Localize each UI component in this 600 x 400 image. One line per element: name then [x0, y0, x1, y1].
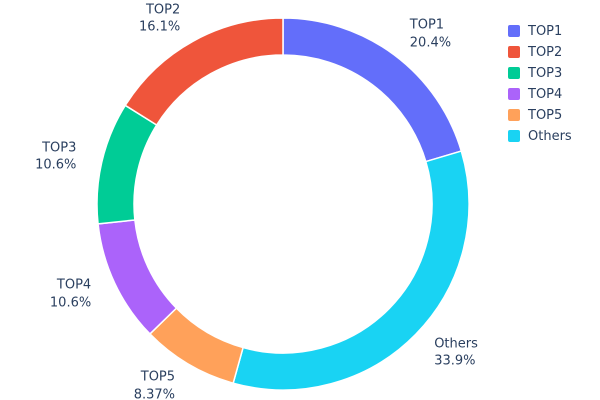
legend-swatch-top3 [508, 67, 520, 79]
legend-item-others[interactable]: Others [508, 127, 572, 145]
slice-label-top3: TOP3 10.6% [35, 139, 76, 174]
legend-swatch-top5 [508, 109, 520, 121]
slice-label-name: TOP1 [409, 17, 445, 33]
legend-label-others: Others [528, 128, 572, 144]
legend-item-top3[interactable]: TOP3 [508, 64, 572, 82]
legend: TOP1 TOP2 TOP3 TOP4 TOP5 Others [508, 22, 572, 145]
slice-label-top4: TOP4 10.6% [50, 277, 91, 312]
legend-label-top1: TOP1 [528, 23, 563, 39]
pie-slice-top4[interactable] [97, 219, 178, 336]
legend-label-top4: TOP4 [528, 86, 563, 102]
legend-swatch-top4 [508, 88, 520, 100]
slice-label-top1: TOP1 20.4% [410, 17, 451, 52]
slice-label-percent: 16.1% [138, 19, 181, 35]
pie-slice-top2[interactable] [124, 17, 284, 127]
slice-label-name: Others [434, 336, 478, 352]
slice-label-others: Others 33.9% [434, 335, 478, 370]
legend-label-top2: TOP2 [528, 44, 563, 60]
slice-label-name: TOP2 [145, 2, 181, 17]
legend-swatch-top2 [508, 46, 520, 58]
legend-swatch-others [508, 130, 520, 142]
slice-label-percent: 8.37% [133, 387, 176, 400]
pie-slice-top3[interactable] [96, 104, 158, 225]
legend-item-top4[interactable]: TOP4 [508, 85, 572, 103]
legend-item-top1[interactable]: TOP1 [508, 22, 572, 40]
slice-label-top2: TOP2 16.1% [139, 1, 180, 36]
legend-label-top3: TOP3 [528, 65, 563, 81]
legend-item-top2[interactable]: TOP2 [508, 43, 572, 61]
legend-item-top5[interactable]: TOP5 [508, 106, 572, 124]
slice-label-name: TOP5 [140, 369, 176, 385]
slice-label-name: TOP4 [56, 277, 92, 293]
slice-label-percent: 10.6% [35, 157, 77, 173]
slice-label-percent: 20.4% [409, 35, 452, 51]
slice-label-percent: 10.6% [49, 295, 92, 311]
legend-swatch-top1 [508, 25, 520, 37]
slice-label-name: TOP3 [42, 139, 77, 155]
legend-label-top5: TOP5 [528, 107, 563, 123]
slice-label-top5: TOP5 8.37% [134, 369, 175, 400]
slice-label-percent: 33.9% [434, 353, 476, 369]
